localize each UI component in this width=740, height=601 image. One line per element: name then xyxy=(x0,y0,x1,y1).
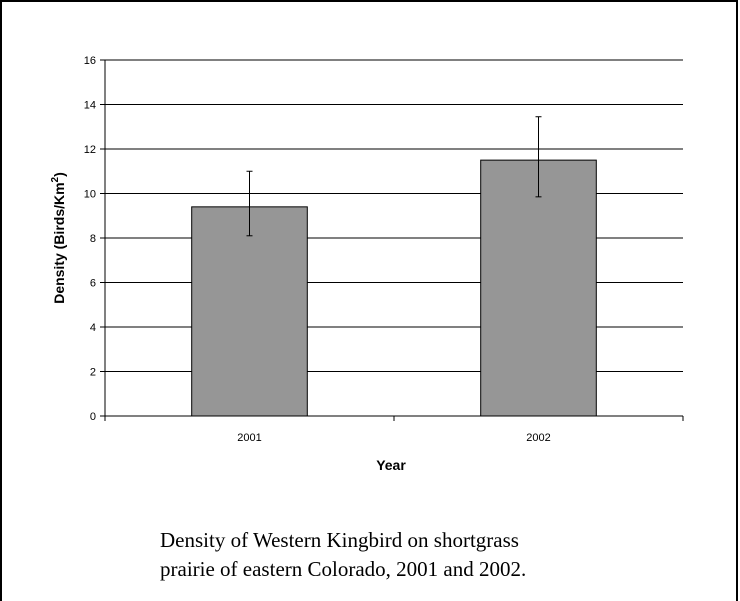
y-tick-label: 2 xyxy=(90,367,96,379)
caption-line-2: prairie of eastern Colorado, 2001 and 20… xyxy=(160,557,527,581)
y-tick-label: 14 xyxy=(84,100,96,112)
bars xyxy=(191,159,597,417)
y-tick-label: 6 xyxy=(90,278,96,290)
y-axis-title-main: Density (Birds/Km xyxy=(51,182,67,303)
y-axis-title-close: ) xyxy=(51,172,67,177)
x-axis-title: Year xyxy=(376,457,406,473)
y-tick-label: 4 xyxy=(90,322,96,334)
error-bars xyxy=(246,116,542,237)
caption-line-1: Density of Western Kingbird on shortgras… xyxy=(160,528,519,552)
x-tick-label-2002: 2002 xyxy=(526,432,550,444)
x-tick-label-2001: 2001 xyxy=(237,432,261,444)
y-tick-label: 8 xyxy=(90,233,96,245)
figure-caption: Density of Western Kingbird on shortgras… xyxy=(160,526,680,584)
y-tick-label: 12 xyxy=(84,144,96,156)
bar-2001 xyxy=(191,206,308,417)
y-axis-ticks: 0 2 4 6 8 10 12 14 16 xyxy=(84,55,105,423)
bar-2002 xyxy=(480,159,597,417)
y-tick-label: 16 xyxy=(84,55,96,67)
y-axis-title: Density (Birds/Km2) xyxy=(50,172,67,304)
y-tick-label: 0 xyxy=(90,411,96,423)
y-axis-title-superscript: 2 xyxy=(50,176,61,182)
x-axis-ticks: 2001 2002 xyxy=(104,416,684,444)
y-tick-label: 10 xyxy=(84,189,96,201)
